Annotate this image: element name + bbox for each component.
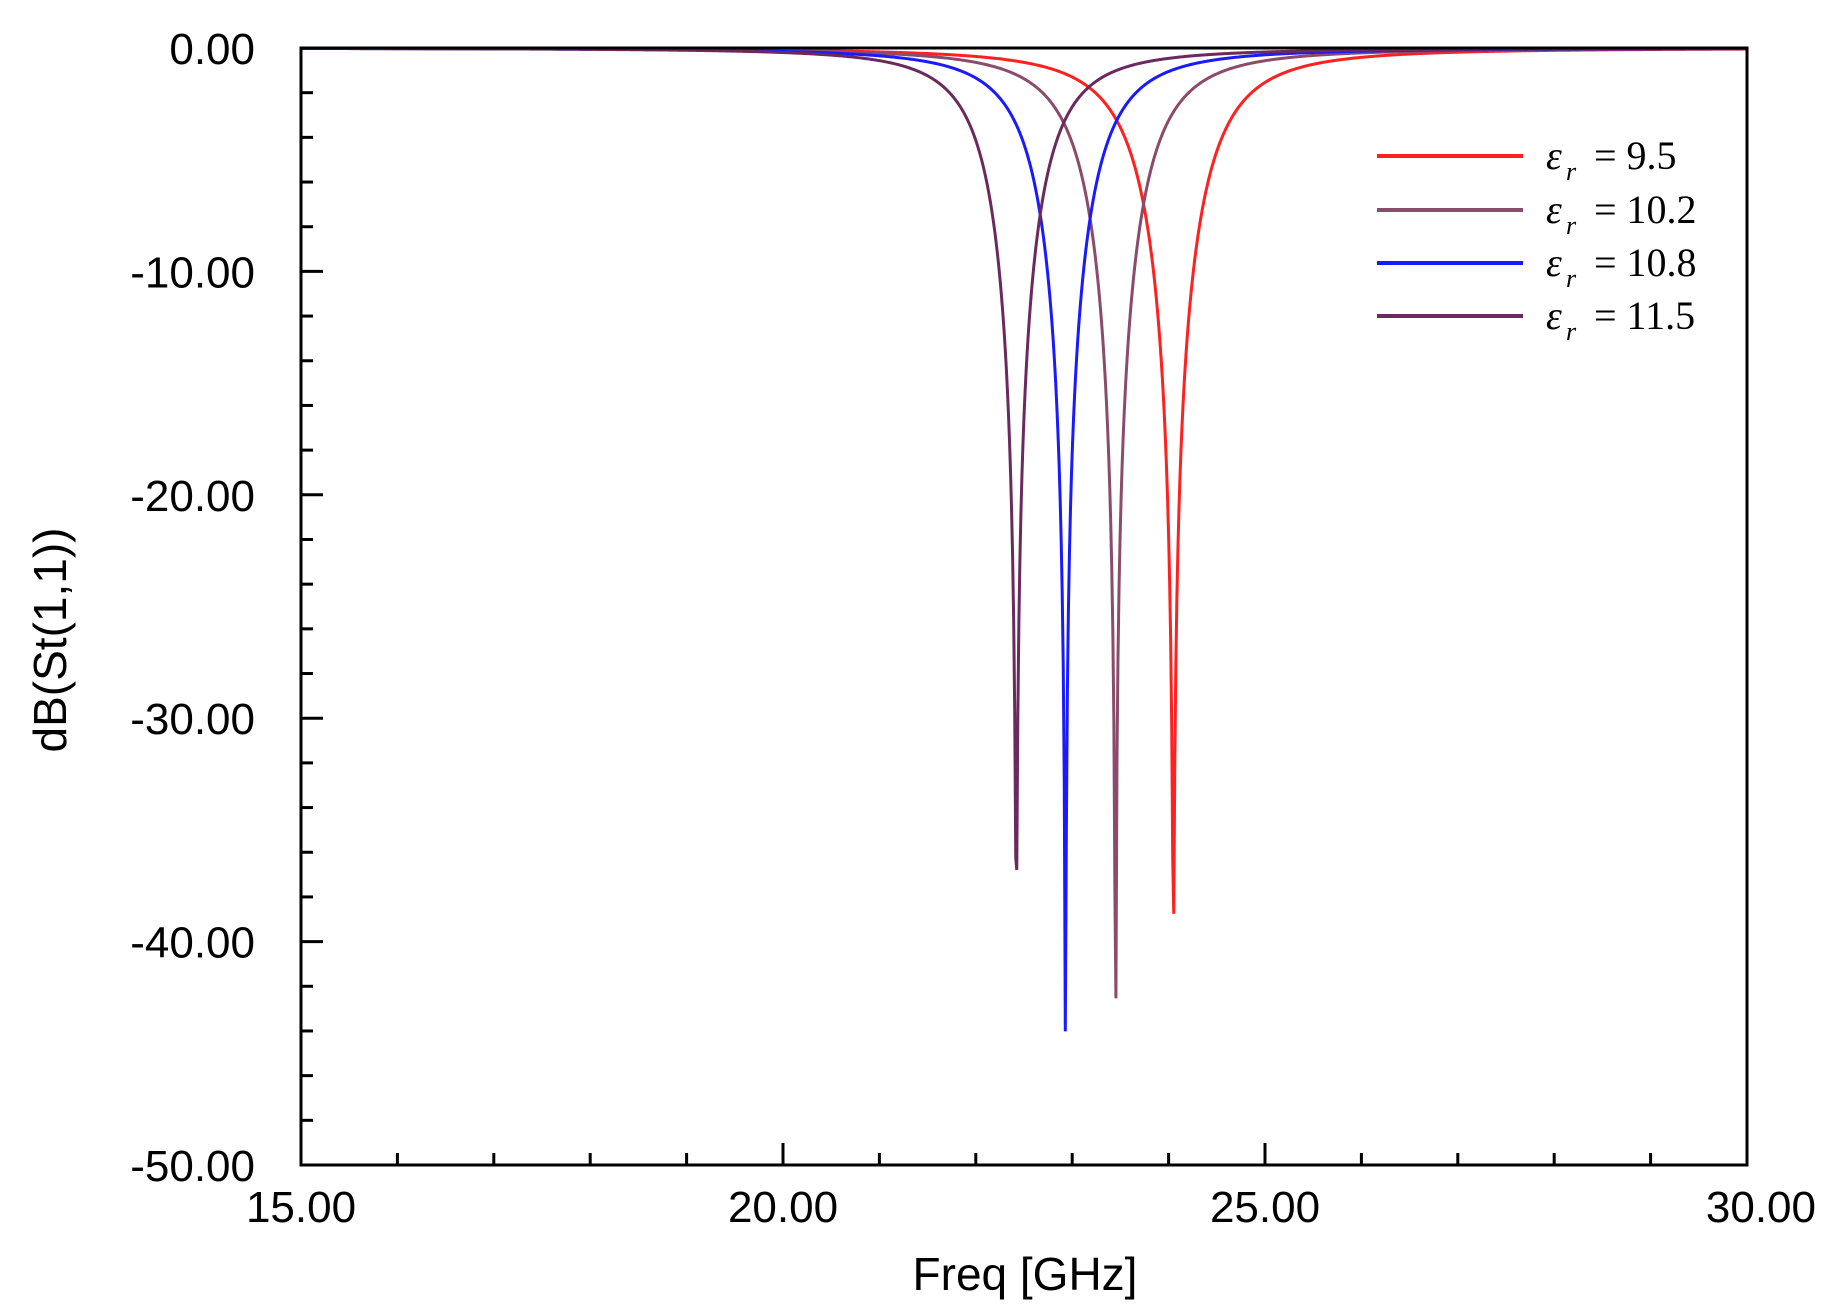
y-tick-label: -50.00: [130, 1142, 255, 1191]
legend-value: = 9.5: [1594, 133, 1677, 178]
legend-symbol: ε: [1546, 133, 1562, 178]
y-tick-label: -20.00: [130, 472, 255, 521]
y-tick-labels: 0.00 -10.00 -20.00 -30.00 -40.00 -50.00: [130, 25, 255, 1191]
minor-ticks: [301, 91, 1653, 1165]
legend-value: = 10.2: [1594, 187, 1697, 232]
legend-symbol: ε: [1546, 187, 1562, 232]
legend: ε r = 9.5ε r = 10.2ε r = 10.8ε r = 11.5: [1377, 133, 1697, 346]
x-tick-label: 20.00: [728, 1183, 838, 1232]
plot-frame: [299, 46, 1749, 1167]
x-tick-label: 25.00: [1210, 1183, 1320, 1232]
legend-subscript: r: [1566, 211, 1577, 240]
legend-item-1: ε r = 9.5: [1377, 133, 1677, 186]
x-tick-label: 30.00: [1706, 1183, 1816, 1232]
x-tick-labels: 15.00 20.00 25.00 30.00: [246, 1183, 1816, 1232]
legend-item-4: ε r = 11.5: [1377, 293, 1695, 346]
legend-subscript: r: [1566, 317, 1577, 346]
legend-symbol: ε: [1546, 240, 1562, 285]
y-tick-label: -40.00: [130, 919, 255, 968]
legend-subscript: r: [1566, 264, 1577, 293]
y-axis-title: dB(St(1,1)): [24, 528, 76, 753]
legend-subscript: r: [1566, 157, 1577, 186]
x-tick-label: 15.00: [246, 1183, 356, 1232]
x-axis-title: Freq [GHz]: [913, 1248, 1138, 1300]
legend-value: = 10.8: [1594, 240, 1697, 285]
legend-item-3: ε r = 10.8: [1377, 240, 1697, 293]
legend-value: = 11.5: [1594, 293, 1695, 338]
legend-symbol: ε: [1546, 293, 1562, 338]
legend-item-2: ε r = 10.2: [1377, 187, 1697, 240]
y-tick-label: 0.00: [169, 25, 255, 74]
y-tick-label: -10.00: [130, 248, 255, 297]
y-tick-label: -30.00: [130, 695, 255, 744]
